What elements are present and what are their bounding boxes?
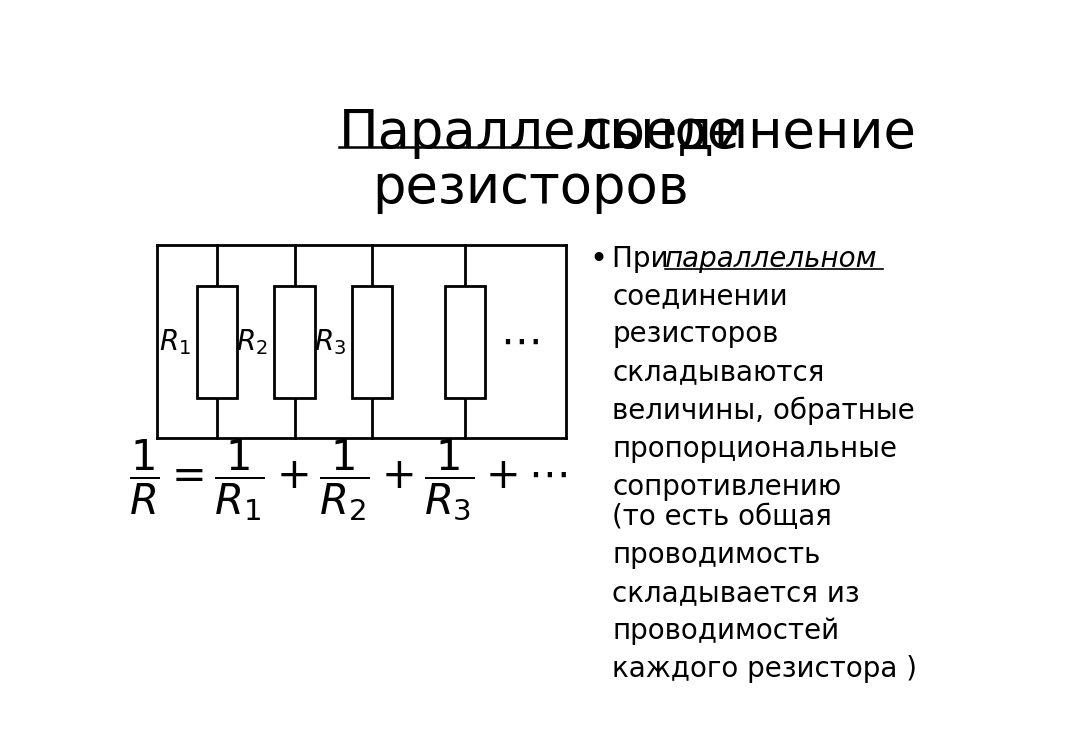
Text: параллельном: параллельном: [665, 246, 878, 274]
Text: При: При: [612, 246, 678, 274]
Text: •: •: [589, 246, 608, 274]
Text: резисторов: резисторов: [372, 163, 689, 215]
Text: $\cdots$: $\cdots$: [500, 321, 538, 363]
Text: (то есть общая
проводимость
складывается из
проводимостей
каждого резистора ): (то есть общая проводимость складывается…: [612, 503, 917, 683]
Bar: [196, 286, 238, 398]
Text: соединение: соединение: [567, 107, 916, 159]
Bar: [275, 286, 315, 398]
Text: соединении
резисторов
складываются
величины, обратные
пропорциональные
сопротивл: соединении резисторов складываются велич…: [612, 283, 915, 500]
Text: $R_1$: $R_1$: [158, 327, 191, 357]
Bar: [445, 286, 485, 398]
Text: $R_2$: $R_2$: [237, 327, 268, 357]
Text: $R_3$: $R_3$: [314, 327, 346, 357]
Text: Параллельное: Параллельное: [339, 107, 740, 159]
Bar: [352, 286, 392, 398]
Text: $\dfrac{1}{R} = \dfrac{1}{R_1} + \dfrac{1}{R_2} + \dfrac{1}{R_3} + \cdots$: $\dfrac{1}{R} = \dfrac{1}{R_1} + \dfrac{…: [129, 438, 569, 523]
